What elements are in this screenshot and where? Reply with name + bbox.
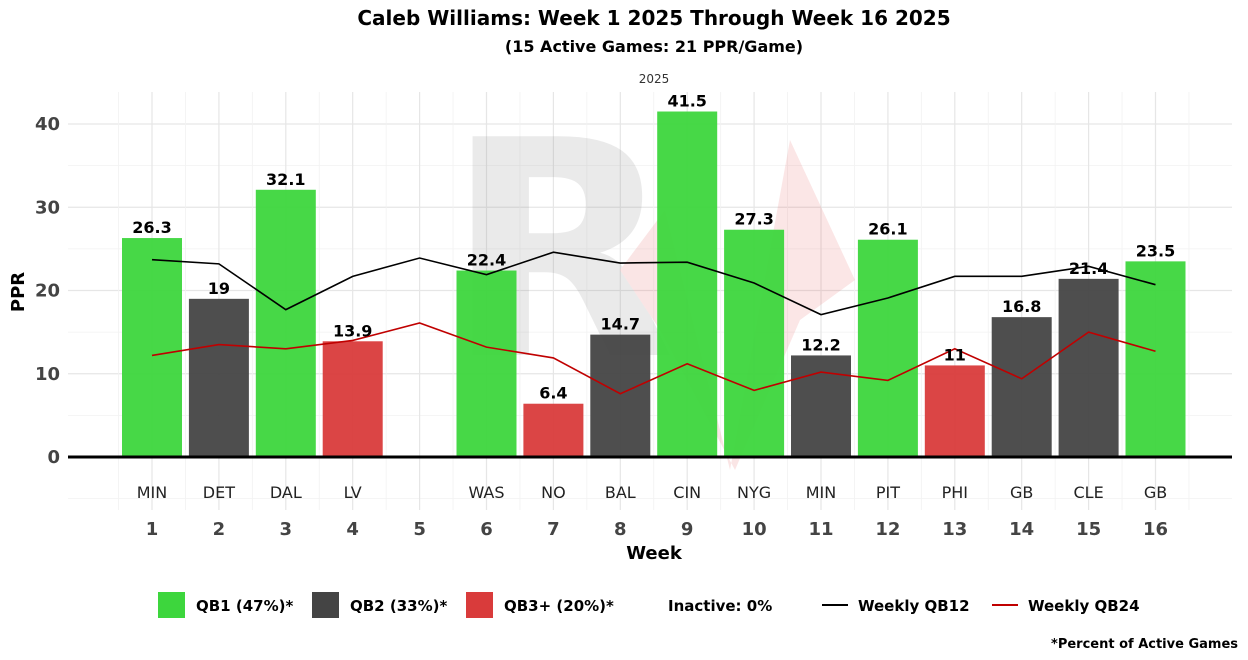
opponent-label: GB <box>1144 483 1167 502</box>
legend-item-label: Weekly QB12 <box>858 597 970 615</box>
x-tick-label: 15 <box>1076 519 1101 540</box>
bar-week-13 <box>924 365 985 457</box>
legend-swatch <box>312 592 339 618</box>
opponent-label: DET <box>203 483 235 502</box>
bar-value-label: 32.1 <box>266 170 305 189</box>
x-axis-title: Week <box>626 543 683 564</box>
opponent-label: MIN <box>806 483 837 502</box>
line-weekly-qb24 <box>151 322 1156 395</box>
bar-value-label: 13.9 <box>333 321 372 340</box>
opponent-label: MIN <box>137 483 168 502</box>
opponent-label: NYG <box>737 483 771 502</box>
bar-week-8 <box>590 334 651 457</box>
y-tick-label: 10 <box>35 364 60 385</box>
bar-value-label: 16.8 <box>1002 297 1041 316</box>
footnote: *Percent of Active Games <box>1051 637 1238 652</box>
bar-week-10 <box>724 229 785 457</box>
legend-swatch <box>158 592 185 618</box>
legend-item-label: QB2 (33%)* <box>350 597 447 615</box>
x-tick-label: 16 <box>1143 519 1168 540</box>
bar-week-6 <box>456 270 517 457</box>
bar-value-label: 12.2 <box>801 335 840 354</box>
legend-item-label: QB1 (47%)* <box>196 597 293 615</box>
bar-week-15 <box>1058 278 1119 457</box>
legend-item-label: Weekly QB24 <box>1028 597 1140 615</box>
bar-value-label: 6.4 <box>539 384 567 403</box>
bar-week-4 <box>322 341 383 457</box>
x-tick-label: 1 <box>146 519 159 540</box>
opponent-label: WAS <box>468 483 504 502</box>
facet-label: 2025 <box>639 72 670 86</box>
line-weekly-qb12 <box>151 251 1156 316</box>
opponent-label: DAL <box>270 483 302 502</box>
y-tick-label: 30 <box>35 197 60 218</box>
x-tick-label: 7 <box>547 519 560 540</box>
chart-subtitle: (15 Active Games: 21 PPR/Game) <box>505 37 803 56</box>
y-tick-label: 20 <box>35 281 60 302</box>
x-tick-label: 12 <box>875 519 900 540</box>
x-tick-label: 3 <box>280 519 293 540</box>
x-tick-label: 4 <box>346 519 359 540</box>
opponent-label: PHI <box>942 483 968 502</box>
bar-week-7 <box>523 403 584 457</box>
bar-value-label: 41.5 <box>667 92 706 111</box>
x-tick-label: 8 <box>614 519 627 540</box>
opponent-label: PIT <box>876 483 900 502</box>
bar-week-1 <box>122 238 182 457</box>
y-tick-label: 0 <box>47 447 60 468</box>
bar-value-label: 21.4 <box>1069 259 1108 278</box>
x-tick-label: 13 <box>942 519 967 540</box>
x-tick-label: 9 <box>681 519 694 540</box>
legend-item-label: Inactive: 0% <box>668 597 772 615</box>
watermark-arrow <box>620 140 855 470</box>
bar-week-9 <box>657 111 718 457</box>
x-tick-label: 5 <box>413 519 426 540</box>
bar-week-3 <box>255 189 316 457</box>
bar-value-label: 23.5 <box>1136 241 1175 260</box>
bar-value-label: 26.3 <box>132 218 171 237</box>
chart-title: Caleb Williams: Week 1 2025 Through Week… <box>357 6 950 30</box>
opponent-label: GB <box>1010 483 1033 502</box>
y-axis-title: PPR <box>8 272 29 312</box>
legend-item-label: QB3+ (20%)* <box>504 597 614 615</box>
opponent-label: NO <box>541 483 566 502</box>
opponent-label: CIN <box>673 483 701 502</box>
bar-value-label: 27.3 <box>734 210 773 229</box>
opponent-label: LV <box>344 483 362 502</box>
bar-week-16 <box>1125 261 1186 457</box>
bar-value-label: 11 <box>944 345 966 364</box>
x-tick-label: 14 <box>1009 519 1034 540</box>
x-tick-label: 2 <box>213 519 226 540</box>
y-tick-label: 40 <box>35 114 60 135</box>
opponent-label: CLE <box>1073 483 1103 502</box>
bar-week-2 <box>188 298 249 457</box>
opponent-label: BAL <box>605 483 636 502</box>
legend-swatch <box>466 592 493 618</box>
bar-week-11 <box>791 355 851 457</box>
bar-value-label: 26.1 <box>868 220 907 239</box>
bar-week-12 <box>857 239 918 457</box>
bar-week-14 <box>991 317 1052 457</box>
bar-value-label: 19 <box>208 279 230 298</box>
x-tick-label: 11 <box>808 519 833 540</box>
x-tick-label: 10 <box>742 519 767 540</box>
bar-value-label: 22.4 <box>467 251 506 270</box>
bar-value-label: 14.7 <box>601 315 640 334</box>
x-tick-label: 6 <box>480 519 493 540</box>
